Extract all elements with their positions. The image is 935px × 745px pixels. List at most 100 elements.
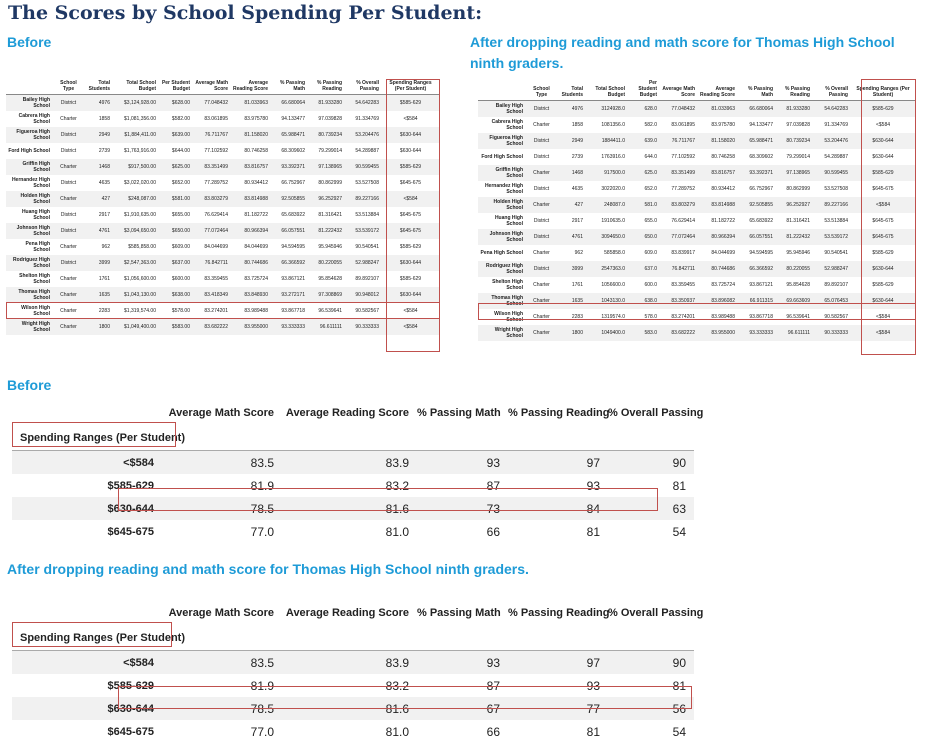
table-cell: $3,022,020.00 [124,180,156,186]
table-cell: 77.102592 [671,154,695,160]
table-cell: 585858.0 [604,250,625,256]
table-cell: 80.739234 [776,133,813,149]
index-name-header: Spending Ranges (Per Student) [12,625,282,651]
table-row: <$584 83.5 83.9 93 97 90 [12,450,694,474]
table-row: Rodriguez High School District 3999 2547363… [478,261,916,277]
table-cell: $645-675 [872,186,894,192]
spending-range-cell: $630-644 [12,697,162,720]
table-cell: 83.9 [282,450,417,474]
table-cell: 83.989488 [711,314,735,320]
table-cell: 95.854628 [318,276,342,282]
table-cell: 76.629414 [204,212,228,218]
table-cell: 2547363.0 [586,261,628,277]
table-cell: $585-629 [399,276,422,282]
table-row: $585-629 81.9 83.2 87 93 81 [12,474,694,497]
table-cell: 1635 [558,293,586,309]
table-cell: 68.309602 [749,154,773,160]
table-row: Griffin High School Charter 1468 917500.0 62… [478,165,916,181]
table-cell: 83.351499 [660,165,698,181]
table-cell: 66.911315 [738,293,776,309]
table-cell: 53.204476 [813,133,851,149]
table-cell: 76.842711 [193,255,231,271]
table-cell: District [533,154,550,160]
table-cell: 80.862999 [786,186,810,192]
table-cell: 93.333333 [738,325,776,341]
spending-range-cell: <$584 [12,650,162,674]
column-header: % Passing Reading [508,606,610,619]
table-row: Figueroa High School District 2949 1884411.… [478,133,916,149]
table-cell: 76.711767 [193,127,231,143]
spending-range-cell: $630-644 [12,497,162,520]
table-cell: 95.854628 [786,282,810,288]
table-cell: 65.076453 [813,293,851,309]
table-cell: 96.252927 [776,197,813,213]
table-cell: 83.814988 [231,191,271,207]
table-cell: 81 [586,524,600,539]
table-row: Huang High School District 2917 $1,910,635.… [6,207,440,223]
table-cell: District [526,100,558,117]
table-cell: $3,124,928.00 [113,94,159,111]
table-cell: 97.138965 [776,165,813,181]
column-header: % Passing Reading [776,80,813,101]
heading-after-schools: After dropping reading and math score fo… [470,34,895,71]
column-header: % Passing Math [738,80,776,101]
table-cell: 655.0 [644,218,657,224]
table-row: Rodriguez High School District 3999 $2,547,… [6,255,440,271]
table-cell: $628.00 [159,94,193,111]
table-cell: 3999 [85,255,113,271]
school-name-cell: Wright High School [478,325,526,341]
table-cell: 53.539172 [345,223,382,239]
table-cell: 637.0 [628,261,660,277]
table-cell: $645-675 [399,180,422,186]
table-cell: <$584 [851,197,916,213]
table-cell: 52.988247 [345,255,382,271]
table-cell: 97 [508,650,608,674]
table-cell: 81.0 [385,724,409,739]
table-cell: Charter [53,159,85,175]
table-cell: 77.0 [250,524,274,539]
table-cell: 53.204476 [345,127,382,143]
table-cell: $3,094,650.00 [113,223,159,239]
table-cell: 83.359455 [204,276,228,282]
table-cell: <$584 [851,325,916,341]
table-cell: 90.333333 [345,319,382,335]
table-row: Thomas High School Charter 1635 1043130.0 63… [478,293,916,309]
blank-header [282,625,417,651]
table-cell: 962 [101,244,110,250]
table-cell: Charter [53,287,85,303]
school-name-cell: Figueroa High School [478,133,526,149]
table-row: Wilson High School Charter 2283 1319574.0 57… [478,309,916,325]
table-cell: 644.0 [644,154,657,160]
table-cell: 80.934412 [244,180,268,186]
school-name-cell: Shelton High School [19,273,50,285]
table-cell: 83.803279 [193,191,231,207]
table-cell: 81.222432 [776,229,813,245]
table-cell: 93.392371 [738,165,776,181]
table-cell: 81.6 [282,697,417,720]
table-cell: District [60,180,77,186]
table-cell: 427 [85,191,113,207]
table-cell: 83.418349 [193,287,231,303]
table-cell: $585-629 [851,165,916,181]
table-cell: 4635 [98,180,110,186]
table-cell: $630-644 [872,154,894,160]
school-summary-table-after: School Type Total Students Total School Bu… [478,80,916,341]
table-cell: 92.505855 [271,191,308,207]
table-row: Bailey High School District 4976 $3,124,928… [6,94,440,111]
table-cell: 93.867718 [281,308,305,314]
table-cell: 93.867121 [281,276,305,282]
table-row: Ford High School District 2739 $1,763,916.0… [6,143,440,159]
table-cell: 2949 [85,127,113,143]
column-header: Total Students [558,80,586,101]
table-cell: 2917 [98,212,110,218]
table-cell: $637.00 [159,255,193,271]
table-cell: 2283 [571,314,583,320]
table-cell: 87 [486,478,500,493]
table-row: Holden High School Charter 427 248087.0 581.… [478,197,916,213]
table-cell: 96.539641 [318,308,342,314]
table-row: $645-675 77.0 81.0 66 81 54 [12,520,694,543]
column-header: % Passing Math [417,606,501,619]
column-header: Average Math Score [168,406,274,419]
table-row: Holden High School Charter 427 $248,087.00 $… [6,191,440,207]
table-cell: 53.539172 [813,229,851,245]
